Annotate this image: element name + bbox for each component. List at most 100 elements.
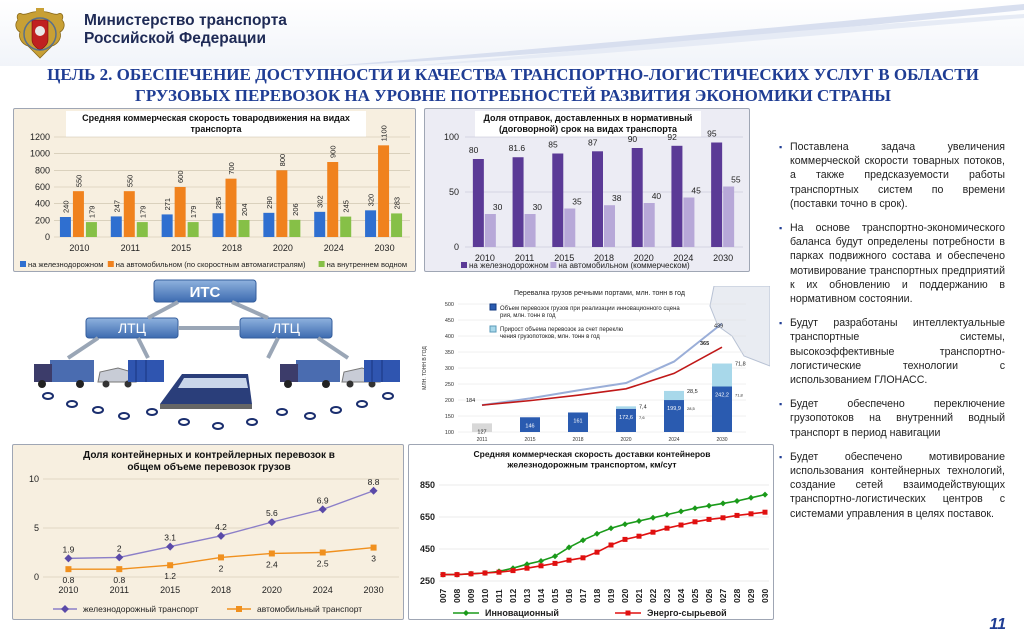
y-tick-label: 400 — [445, 334, 454, 340]
legend-swatch — [489, 325, 497, 333]
y-tick-label: 800 — [35, 165, 50, 175]
series-marker — [748, 494, 754, 501]
legend-label: Объем перевозок грузов при реализации ин… — [500, 306, 680, 312]
bar — [276, 170, 288, 237]
x-tick-label: 030 — [760, 589, 770, 603]
bar-value-label: 161 — [573, 418, 582, 424]
series-marker — [622, 521, 628, 528]
its-box — [153, 279, 257, 303]
upper-line — [481, 322, 723, 407]
y-tick-label: 50 — [449, 187, 459, 197]
series-line — [443, 493, 766, 576]
point-label: 2 — [117, 543, 122, 553]
line-label: 365 — [700, 341, 709, 347]
x-tick-label: 021 — [634, 589, 644, 603]
series-marker — [369, 486, 378, 495]
point-label: 3 — [371, 554, 376, 564]
legend-label: на железнодорожном — [28, 260, 104, 269]
y-tick-label: 200 — [35, 215, 50, 225]
bar — [72, 191, 84, 237]
legend-label: Инновационный — [485, 608, 559, 618]
bar-value-label: 127 — [477, 429, 486, 435]
series-marker — [370, 544, 377, 551]
increment-small-label: 7,6 — [639, 415, 645, 420]
bar-value-label: 179 — [87, 206, 96, 219]
its-label: ИТС — [190, 284, 221, 301]
y-tick-label: 600 — [35, 182, 50, 192]
series-marker — [166, 542, 175, 551]
bar — [212, 213, 224, 237]
bar-value-label: 80 — [469, 145, 479, 155]
increment-label: 71,8 — [735, 362, 746, 368]
bar-value-label: 600 — [176, 170, 185, 183]
x-tick-label: 2018 — [594, 253, 614, 263]
series-marker — [217, 531, 225, 540]
chart-share: Доля контейнерных и контрейлерных перево… — [29, 450, 399, 614]
series-marker — [664, 525, 670, 531]
bar — [123, 191, 135, 237]
y-tick-label: 850 — [420, 480, 435, 490]
y-tick-label: 100 — [444, 132, 459, 142]
legend-swatch — [550, 262, 557, 268]
ltc-right-label: ЛТЦ — [272, 320, 301, 336]
x-tick-label: 2018 — [222, 243, 242, 253]
legend-swatch — [20, 261, 26, 267]
x-tick-label: 2011 — [477, 437, 488, 443]
bar-value-label: 179 — [189, 206, 198, 219]
x-tick-label: 2015 — [524, 437, 535, 443]
legend-label: на автомобильном (по скоростным автомаги… — [116, 260, 306, 269]
y-axis-label: МЛН. ТОНН В ГОД — [422, 346, 428, 390]
x-tick-label: 012 — [508, 589, 518, 603]
ministry-name: Министерство транспорта Российской Федер… — [84, 12, 287, 48]
chart-cspeed-panel: Средняя коммерческая скорость доставки к… — [408, 444, 774, 620]
bullet-item: На основе транспортно-экономического бал… — [779, 221, 1005, 306]
increment-label: 7,4 — [639, 404, 647, 410]
x-tick-label: 015 — [550, 589, 560, 603]
series-marker — [706, 516, 712, 522]
bar-value-label: 900 — [329, 145, 338, 158]
series-marker — [748, 511, 754, 517]
series-marker — [319, 549, 326, 556]
point-label: 3.1 — [164, 533, 176, 543]
series-marker — [440, 572, 446, 578]
chart-title-box — [66, 111, 366, 137]
bar-value-label: 55 — [731, 175, 741, 185]
x-tick-label: 2024 — [673, 253, 693, 263]
point-label: 2 — [219, 563, 224, 573]
bar — [327, 162, 339, 237]
bar-increment — [664, 390, 684, 401]
bar — [723, 186, 735, 247]
header-decoration — [330, 4, 1024, 66]
bar — [592, 151, 603, 247]
bar — [225, 178, 237, 237]
chart-river-panel: Перевалка грузов речными портами, млн. т… — [414, 285, 771, 444]
bar-value-label: 550 — [74, 175, 83, 188]
legend-label: железнодорожный транспорт — [83, 604, 199, 614]
truck-left-icon — [34, 360, 94, 388]
series-marker — [720, 500, 726, 507]
its-scheme-diagram: ИТС ЛТЦ ЛТЦ — [34, 279, 400, 430]
x-tick-label: 011 — [494, 589, 504, 603]
series-marker — [454, 572, 460, 578]
bar — [472, 423, 492, 432]
x-tick-label: 2011 — [515, 253, 534, 263]
chart-ontime: Доля отправок, доставленных в нормативны… — [444, 111, 743, 270]
lower-line — [481, 346, 723, 406]
series-marker — [762, 509, 768, 515]
bar-value-label: 179 — [138, 206, 147, 219]
chart-ontime-panel: Доля отправок, доставленных в нормативны… — [424, 108, 750, 272]
bar-value-label: 40 — [652, 191, 662, 201]
legend-label: на автомобильном (коммерческом) — [558, 261, 690, 270]
series-marker — [594, 549, 600, 555]
y-tick-label: 250 — [445, 382, 454, 388]
x-tick-label: 2030 — [364, 585, 384, 595]
series-marker — [65, 566, 72, 573]
legend-label: на железнодорожном — [469, 261, 549, 270]
bar-value-label: 245 — [342, 200, 351, 213]
bar-value-label: 38 — [612, 193, 622, 203]
legend-marker — [236, 606, 242, 612]
y-tick-label: 0 — [34, 572, 39, 582]
legend-swatch — [489, 303, 497, 311]
train-icon — [160, 374, 252, 409]
line-label: 184 — [466, 398, 475, 404]
